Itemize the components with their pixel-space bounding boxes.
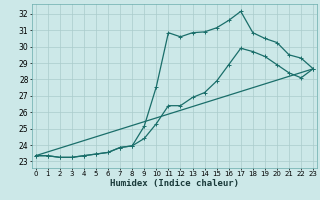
X-axis label: Humidex (Indice chaleur): Humidex (Indice chaleur) [110,179,239,188]
